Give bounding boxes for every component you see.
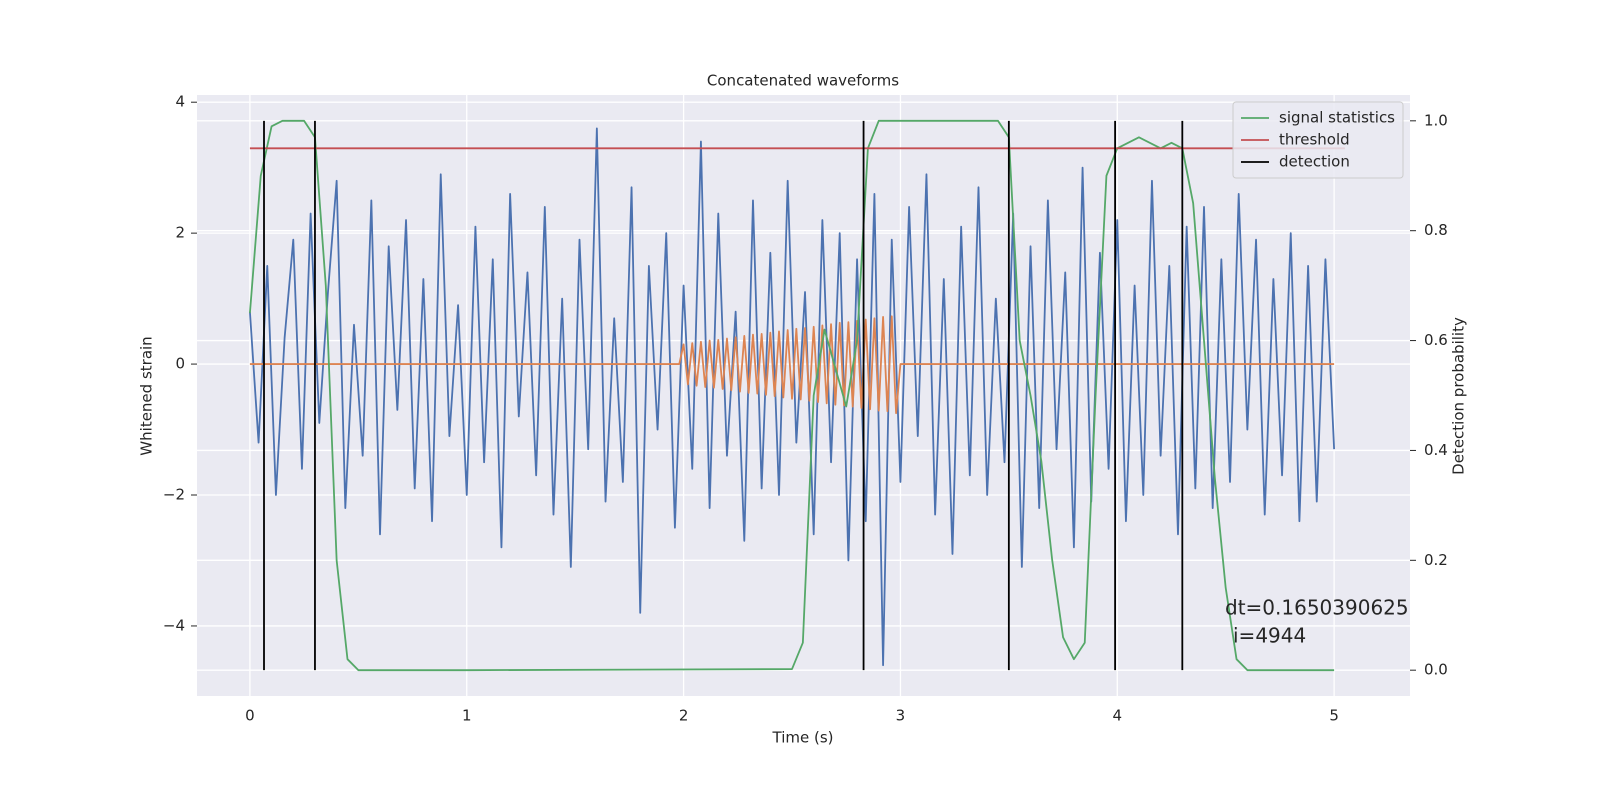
x-axis-label: Time (s) [772,729,834,747]
y2-tick-label: 1.0 [1424,111,1448,129]
y2-tick-label: 0.6 [1424,331,1448,349]
legend-label: signal statistics [1279,109,1395,127]
series-line [249,315,1335,415]
x-tick-label: 0 [245,707,255,725]
annotation: i=4944 [1233,624,1306,648]
y2-tick-label: 0.4 [1424,441,1448,459]
y-tick-label: 2 [175,224,185,242]
y-axis-label: Whitened strain [138,336,156,455]
x-tick-label: 2 [679,707,689,725]
y2-tick-label: 0.8 [1424,221,1448,239]
annotation: dt=0.1650390625 [1225,596,1409,620]
y-tick-label: −2 [163,486,185,504]
x-tick-label: 5 [1329,707,1339,725]
x-tick-label: 4 [1112,707,1122,725]
x-tick-label: 1 [462,707,472,725]
y-tick-label: 4 [175,93,185,111]
series-line [249,127,1336,667]
legend-label: threshold [1279,131,1350,149]
y2-axis-label: Detection probability [1450,317,1468,475]
y-tick-label: 0 [175,355,185,373]
legend-box [1232,101,1404,179]
y-tick-label: −4 [163,616,185,634]
y2-tick-label: 0.2 [1424,551,1448,569]
x-tick-label: 3 [896,707,906,725]
chart-title: Concatenated waveforms [707,72,899,90]
legend-label: detection [1279,153,1350,171]
y2-tick-label: 0.0 [1424,661,1448,679]
